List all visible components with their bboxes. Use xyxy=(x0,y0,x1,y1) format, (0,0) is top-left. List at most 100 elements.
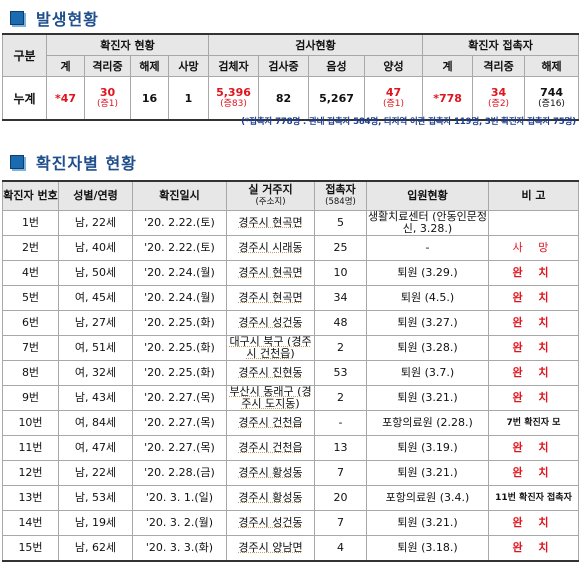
header-contacts: 접촉자 (584명) xyxy=(314,180,367,211)
admission: 퇴원 (3.21.) xyxy=(366,385,489,411)
gender-age: 여, 45세 xyxy=(58,285,133,311)
gender-age: 남, 22세 xyxy=(58,460,133,486)
confirmed-date: '20. 3. 3.(화) xyxy=(132,535,227,562)
case-no: 11번 xyxy=(2,435,59,461)
header-gender-age: 성별/연령 xyxy=(58,180,133,211)
table-row: 15번 남, 62세 '20. 3. 3.(화) 경주시 양남면 4 퇴원 (3.18.)… xyxy=(2,535,579,562)
section-title: 발생현황 xyxy=(36,10,99,29)
table-row: 13번 남, 53세 '20. 3. 1.(일) 경주시 황성동 20 포항의료원 (3.… xyxy=(2,485,579,511)
confirmed-isolating: 30 xyxy=(99,86,116,99)
contacts: 7 xyxy=(314,460,367,486)
contact-isolating-cell: 34 (증2) xyxy=(472,76,526,121)
note: 7번 확진자 모 xyxy=(488,410,579,436)
contact-released: 744 xyxy=(540,86,564,99)
tested: 5,396 xyxy=(216,86,251,99)
gender-age: 남, 27세 xyxy=(58,310,133,336)
header-contacts-sub: (584명) xyxy=(325,197,356,207)
case-no: 2번 xyxy=(2,235,59,261)
contacts: 20 xyxy=(314,485,367,511)
header-contact-group: 확진자 접촉자 xyxy=(422,33,580,56)
header-confirmed-isolating: 격리중 xyxy=(84,55,131,77)
table-row: 6번 남, 27세 '20. 2.25.(화) 경주시 성건동 48 퇴원 (3.27.)… xyxy=(2,310,579,336)
note: 11번 확진자 접촉자 xyxy=(488,485,579,511)
section-header-cases: 확진자별 현황 xyxy=(10,150,137,174)
table-row: 14번 남, 19세 '20. 3. 2.(월) 경주시 성건동 7 퇴원 (3.21.)… xyxy=(2,510,579,536)
residence: 대구시 북구 (경주시 건천읍) xyxy=(226,335,315,361)
contacts: 2 xyxy=(314,335,367,361)
square-bullet-icon xyxy=(10,11,24,25)
contacts: 5 xyxy=(314,210,367,236)
table-row: 4번 남, 50세 '20. 2.24.(월) 경주시 현곡면 10 퇴원 (3.29.)… xyxy=(2,260,579,286)
admission: 퇴원 (3.21.) xyxy=(366,510,489,536)
residence: 경주시 진현동 xyxy=(226,360,315,386)
note: 완 치 xyxy=(488,385,579,411)
header-category: 구분 xyxy=(2,33,47,77)
residence: 경주시 건천읍 xyxy=(226,435,315,461)
header-test-group: 검사현황 xyxy=(207,33,424,56)
case-no: 14번 xyxy=(2,510,59,536)
header-date: 확진일시 xyxy=(132,180,227,211)
case-no: 6번 xyxy=(2,310,59,336)
header-positive: 양성 xyxy=(363,55,424,77)
contact-released-cell: 744 (증16) xyxy=(524,76,580,121)
summary-row: 누계 *47 30 (증1) 16 1 5,396 (증83) 82 5,267… xyxy=(2,76,580,121)
admission: 퇴원 (4.5.) xyxy=(366,285,489,311)
admission: 퇴원 (3.21.) xyxy=(366,460,489,486)
residence: 경주시 양남면 xyxy=(226,535,315,562)
header-case-no: 확진자 번호 xyxy=(2,180,59,211)
header-residence-sub: (주소지) xyxy=(255,197,286,207)
positive-delta: (증1) xyxy=(383,99,405,109)
note: 완 치 xyxy=(488,285,579,311)
confirmed-date: '20. 2.28.(금) xyxy=(132,460,227,486)
gender-age: 남, 19세 xyxy=(58,510,133,536)
header-negative: 음성 xyxy=(308,55,365,77)
table-row: 9번 남, 43세 '20. 2.27.(목) 부산시 동래구 (경주시 도지동) 2 퇴… xyxy=(2,385,579,411)
table-row: 10번 여, 84세 '20. 2.27.(목) 경주시 건천읍 - 포항의료원 (2.2… xyxy=(2,410,579,436)
confirmed-date: '20. 2.24.(월) xyxy=(132,285,227,311)
note xyxy=(488,210,579,236)
gender-age: 남, 43세 xyxy=(58,385,133,411)
section-header-outbreak: 발생현황 xyxy=(10,6,99,30)
table-row: 2번 남, 40세 '20. 2.22.(토) 경주시 시래동 25- 사 망 xyxy=(2,235,579,261)
residence: 부산시 동래구 (경주시 도지동) xyxy=(226,385,315,411)
header-contact-isolating: 격리중 xyxy=(472,55,526,77)
residence: 경주시 현곡면 xyxy=(226,285,315,311)
tested-cell: 5,396 (증83) xyxy=(208,76,259,121)
confirmed-date: '20. 2.24.(월) xyxy=(132,260,227,286)
admission: 퇴원 (3.19.) xyxy=(366,435,489,461)
header-contact-released: 해제 xyxy=(524,55,580,77)
contacts: 34 xyxy=(314,285,367,311)
confirmed-date: '20. 2.27.(목) xyxy=(132,435,227,461)
admission: 퇴원 (3.28.) xyxy=(366,335,489,361)
note: 완 치 xyxy=(488,335,579,361)
contact-total: *778 xyxy=(422,76,474,121)
header-note: 비 고 xyxy=(488,180,579,211)
table-row: 8번 여, 32세 '20. 2.25.(화) 경주시 진현동 53 퇴원 (3.7.) 완… xyxy=(2,360,579,386)
row-label: 누계 xyxy=(2,76,47,121)
positive: 47 xyxy=(385,86,402,99)
table-row: 5번 여, 45세 '20. 2.24.(월) 경주시 현곡면 34 퇴원 (4.5.) 완… xyxy=(2,285,579,311)
case-no: 5번 xyxy=(2,285,59,311)
residence: 경주시 성건동 xyxy=(226,310,315,336)
confirmed-deaths: 1 xyxy=(168,76,209,121)
confirmed-date: '20. 2.25.(화) xyxy=(132,335,227,361)
note: 완 치 xyxy=(488,260,579,286)
residence: 경주시 건천읍 xyxy=(226,410,315,436)
residence: 경주시 황성동 xyxy=(226,485,315,511)
gender-age: 남, 62세 xyxy=(58,535,133,562)
testing: 82 xyxy=(258,76,309,121)
note: 사 망 xyxy=(488,235,579,261)
contacts: 4 xyxy=(314,535,367,562)
table-row: 12번 남, 22세 '20. 2.28.(금) 경주시 황성동 7 퇴원 (3.21.)… xyxy=(2,460,579,486)
admission: 생활치료센터 (안동인문정신, 3.28.) xyxy=(366,210,489,236)
case-no: 10번 xyxy=(2,410,59,436)
confirmed-isolating-delta: (증1) xyxy=(96,99,119,109)
confirmed-total: *47 xyxy=(46,76,85,121)
contacts: 13 xyxy=(314,435,367,461)
confirmed-isolating-cell: 30 (증1) xyxy=(84,76,131,121)
header-contact-total: 계 xyxy=(422,55,474,77)
admission: 포항의료원 (3.4.) xyxy=(366,485,489,511)
gender-age: 여, 47세 xyxy=(58,435,133,461)
confirmed-date: '20. 2.25.(화) xyxy=(132,360,227,386)
cases-table: 확진자 번호 성별/연령 확진일시 실 거주지 (주소지) 접촉자 (584명)… xyxy=(2,180,579,562)
